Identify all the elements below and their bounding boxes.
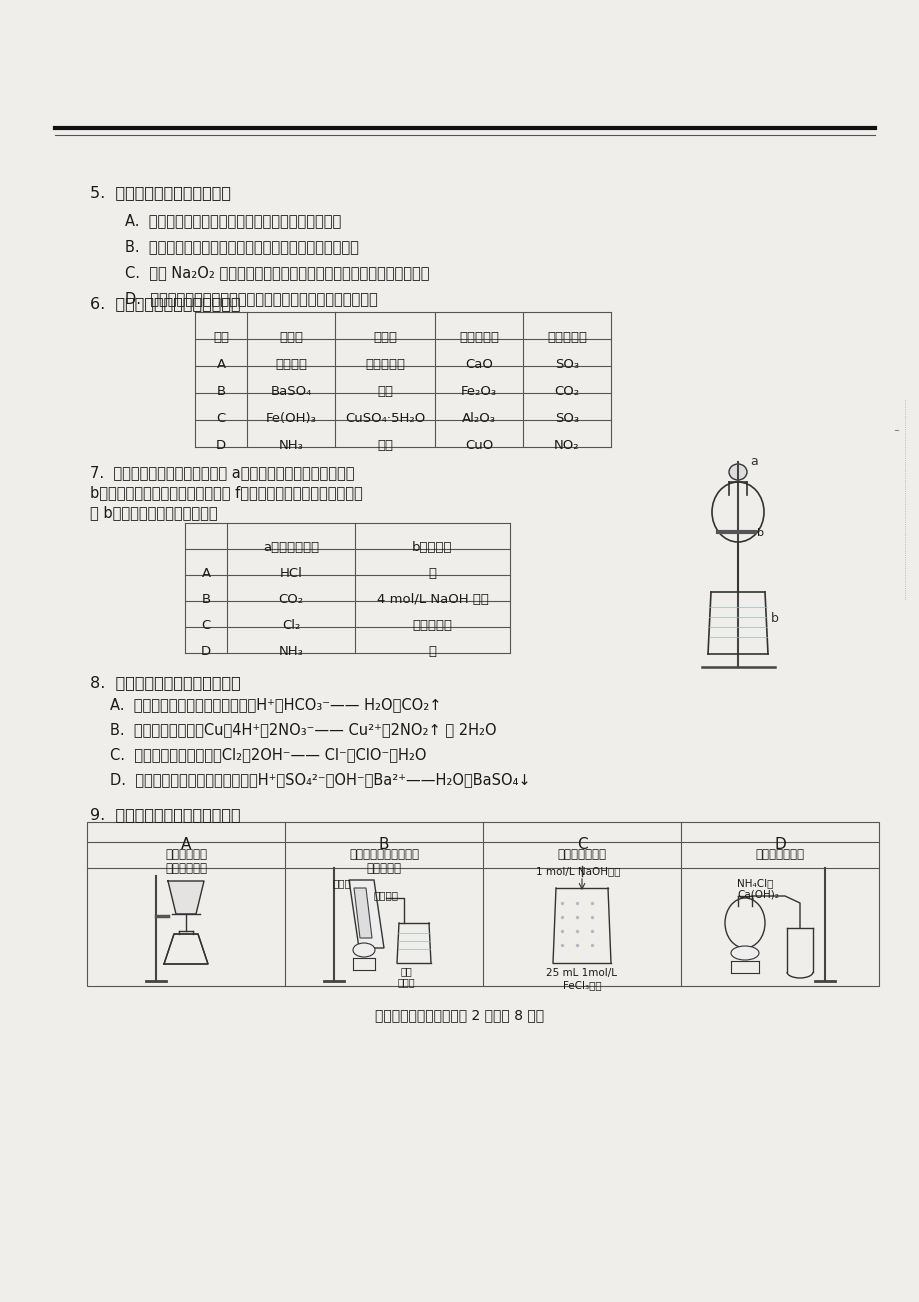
Text: 饱和食盐水: 饱和食盐水	[412, 620, 452, 633]
Text: 制取并收集氨气: 制取并收集氨气	[754, 849, 803, 862]
Text: NH₃: NH₃	[278, 646, 303, 659]
Text: C: C	[216, 411, 225, 424]
Text: B.  铜与稀硝酸反应：Cu＋4H⁺＋2NO₃⁻—— Cu²⁺＋2NO₂↑ ＋ 2H₂O: B. 铜与稀硝酸反应：Cu＋4H⁺＋2NO₃⁻—— Cu²⁺＋2NO₂↑ ＋ 2…	[110, 723, 496, 737]
Text: D: D	[200, 646, 210, 659]
Polygon shape	[168, 881, 204, 914]
Text: CO₂: CO₂	[554, 385, 579, 398]
Text: 1 mol/L NaOH溶液: 1 mol/L NaOH溶液	[535, 866, 619, 876]
Text: 澄清
石灰水: 澄清 石灰水	[397, 966, 414, 988]
Text: 制氢氧化铁胶体: 制氢氧化铁胶体	[557, 849, 606, 862]
Text: Al₂O₃: Al₂O₃	[461, 411, 495, 424]
Text: SO₃: SO₃	[554, 411, 578, 424]
Text: 选项: 选项	[213, 331, 229, 344]
Text: B: B	[379, 837, 389, 852]
Text: 分离水与四氯: 分离水与四氯	[165, 849, 207, 862]
Text: b: b	[756, 529, 763, 538]
Text: SO₃: SO₃	[554, 358, 578, 371]
Text: 水: 水	[428, 568, 436, 581]
Text: A: A	[201, 568, 210, 581]
Text: Cl₂: Cl₂	[281, 620, 300, 633]
Text: 高一化学学业质量监测第 2 页（共 8 页）: 高一化学学业质量监测第 2 页（共 8 页）	[375, 1008, 544, 1022]
Text: CuSO₄·5H₂O: CuSO₄·5H₂O	[345, 411, 425, 424]
Text: 碳酸钠: 碳酸钠	[333, 878, 351, 888]
Text: B: B	[216, 385, 225, 398]
Text: C.  氯气与烧碱溶液反应：Cl₂＋2OH⁻—— Cl⁻＋ClO⁻＋H₂O: C. 氯气与烧碱溶液反应：Cl₂＋2OH⁻—— Cl⁻＋ClO⁻＋H₂O	[110, 747, 426, 762]
Text: 碳酸氢钠: 碳酸氢钠	[374, 891, 399, 900]
Text: C: C	[576, 837, 586, 852]
Text: a: a	[749, 454, 757, 467]
Text: C: C	[201, 620, 210, 633]
Text: NO₂: NO₂	[553, 439, 579, 452]
Ellipse shape	[724, 898, 765, 948]
Text: NH₄Cl和
Ca(OH)₂: NH₄Cl和 Ca(OH)₂	[736, 878, 778, 900]
Text: 冰水混合物: 冰水混合物	[365, 358, 404, 371]
Polygon shape	[164, 934, 208, 963]
Text: CaO: CaO	[465, 358, 493, 371]
Ellipse shape	[731, 947, 758, 960]
Text: 的热稳定性: 的热稳定性	[366, 862, 401, 875]
Text: 酒精溶液: 酒精溶液	[275, 358, 307, 371]
Text: NH₃: NH₃	[278, 439, 303, 452]
Text: 4 mol/L NaOH 溶液: 4 mol/L NaOH 溶液	[376, 594, 488, 607]
Text: 探究碳酸钠和碳酸氢钠: 探究碳酸钠和碳酸氢钠	[348, 849, 418, 862]
Text: 化碳的混合物: 化碳的混合物	[165, 862, 207, 875]
Text: Fe(OH)₃: Fe(OH)₃	[266, 411, 316, 424]
Text: A.  醋酸溶液与碳酸氢钠溶液反应：H⁺＋HCO₃⁻—— H₂O＋CO₂↑: A. 醋酸溶液与碳酸氢钠溶液反应：H⁺＋HCO₃⁻—— H₂O＋CO₂↑	[110, 697, 441, 712]
Text: 6.  下列各组物质的分类正确的是: 6. 下列各组物质的分类正确的是	[90, 296, 241, 311]
Text: A: A	[181, 837, 191, 852]
Text: 液氯: 液氯	[377, 385, 392, 398]
Ellipse shape	[353, 943, 375, 957]
Text: b（液体）: b（液体）	[412, 542, 452, 555]
Text: CO₂: CO₂	[278, 594, 303, 607]
Text: D.  硫酸溶液与氢氧化钡溶液反应：H⁺＋SO₄²⁻＋OH⁻＋Ba²⁺——H₂O＋BaSO₄↓: D. 硫酸溶液与氢氧化钡溶液反应：H⁺＋SO₄²⁻＋OH⁻＋Ba²⁺——H₂O＋…	[110, 772, 530, 786]
Text: D.  蔗糖与浓硫酸混合后不断用玻璃棒搅拌，有刺激性气体产生: D. 蔗糖与浓硫酸混合后不断用玻璃棒搅拌，有刺激性气体产生	[125, 292, 378, 306]
Text: B.  钠在空气中加热，钠块先熔成光亮的银白色小球后燃烧: B. 钠在空气中加热，钠块先熔成光亮的银白色小球后燃烧	[125, 240, 358, 254]
Text: 碱性氧化物: 碱性氧化物	[459, 331, 498, 344]
Text: FeCl₃溶液: FeCl₃溶液	[562, 980, 601, 990]
Text: D: D	[216, 439, 226, 452]
Text: 满 b。下列不符合上述条件的是: 满 b。下列不符合上述条件的是	[90, 505, 218, 519]
Text: D: D	[773, 837, 785, 852]
Text: BaSO₄: BaSO₄	[270, 385, 312, 398]
Text: 水: 水	[428, 646, 436, 659]
Text: C.  在盛 Na₂O₂ 固体的试管中先后滴入水和酚酞溶液，溶液一定呈红色: C. 在盛 Na₂O₂ 固体的试管中先后滴入水和酚酞溶液，溶液一定呈红色	[125, 266, 429, 280]
Text: 7.  如右图，烧瓶中充满干燥气体 a，胶头滴管及烧杯中均为液体: 7. 如右图，烧瓶中充满干燥气体 a，胶头滴管及烧杯中均为液体	[90, 465, 354, 480]
Text: Fe₂O₃: Fe₂O₃	[460, 385, 496, 398]
Text: A.  铜置于浓硫酸中加热，最后可能有灰白色固体生成: A. 铜置于浓硫酸中加热，最后可能有灰白色固体生成	[125, 214, 341, 228]
Polygon shape	[354, 888, 371, 937]
Text: 酸性氧化物: 酸性氧化物	[547, 331, 586, 344]
Polygon shape	[348, 880, 383, 948]
Text: 9.  下列实验操作或装置正确的是: 9. 下列实验操作或装置正确的是	[90, 807, 241, 822]
Text: CuO: CuO	[464, 439, 493, 452]
Bar	[87, 822, 878, 986]
Text: a（干燥气体）: a（干燥气体）	[263, 542, 319, 555]
Text: 水银: 水银	[377, 439, 392, 452]
Text: 8.  下列离子方程式书写正确的是: 8. 下列离子方程式书写正确的是	[90, 674, 241, 690]
Text: 电解质: 电解质	[278, 331, 302, 344]
Ellipse shape	[711, 482, 763, 542]
Text: 25 mL 1mol/L: 25 mL 1mol/L	[546, 967, 617, 978]
Text: A: A	[216, 358, 225, 371]
Text: B: B	[201, 594, 210, 607]
Text: b。挤压胶头滴管，然后打开弹簧夹 f，烧瓶中出现喷泉，最后烧瓶充: b。挤压胶头滴管，然后打开弹簧夹 f，烧瓶中出现喷泉，最后烧瓶充	[90, 486, 362, 500]
Text: b: b	[770, 612, 778, 625]
Text: 5.  下列实验现象描述错误的是: 5. 下列实验现象描述错误的是	[90, 185, 231, 201]
Text: HCl: HCl	[279, 568, 302, 581]
Text: 纯净物: 纯净物	[372, 331, 397, 344]
Ellipse shape	[728, 464, 746, 480]
